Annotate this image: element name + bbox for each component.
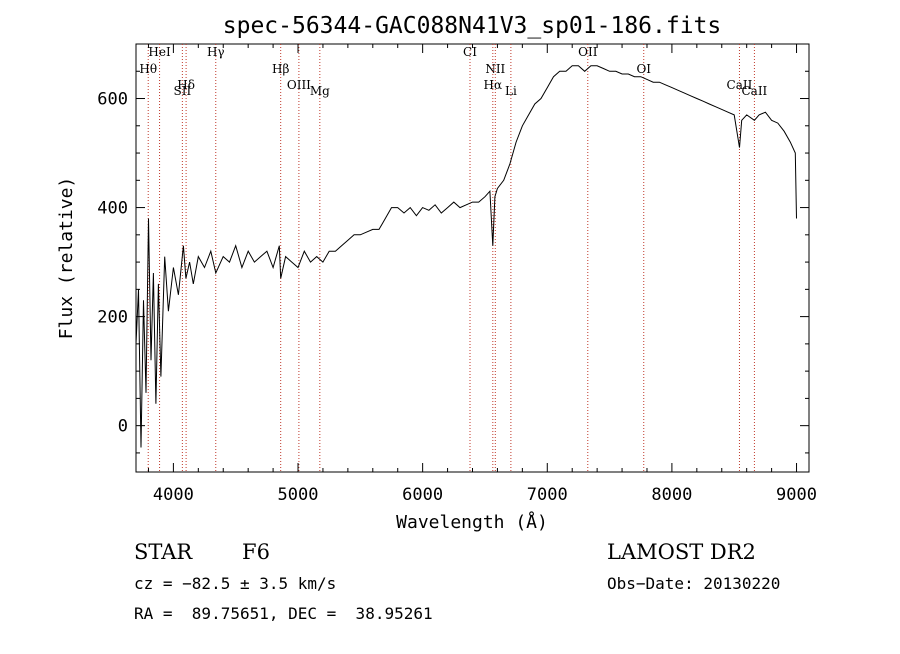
spectral-line-label: Mg [310, 84, 330, 98]
spectral-line-label: HeI [148, 45, 171, 59]
redshift-velocity: cz = −82.5 ± 3.5 km/s [134, 574, 337, 593]
x-tick-label: 9000 [776, 485, 817, 505]
x-tick-label: 7000 [527, 485, 568, 505]
spectral-line-label: Hγ [207, 45, 225, 59]
spectral-line-label: CI [463, 45, 477, 59]
spectral-line-label: CaII [741, 84, 767, 98]
spectral-line-label: NII [485, 62, 505, 76]
observation-date: Obs−Date: 20130220 [607, 574, 781, 593]
spectral-line-label: Hβ [272, 62, 289, 76]
chart-title: spec-56344-GAC088N41V3_sp01-186.fits [223, 13, 722, 39]
x-tick-label: 6000 [402, 485, 443, 505]
spectral-line-label: OI [636, 62, 651, 76]
survey-name: LAMOST DR2 [607, 540, 756, 564]
sky-coordinates: RA = 89.75651, DEC = 38.95261 [134, 604, 433, 623]
spectral-line-label: Hα [484, 78, 503, 92]
y-tick-label: 600 [97, 90, 128, 110]
x-tick-label: 4000 [153, 485, 194, 505]
y-tick-label: 200 [97, 308, 128, 328]
x-tick-label: 5000 [278, 485, 319, 505]
x-tick-label: 8000 [651, 485, 692, 505]
plot-frame [135, 43, 810, 473]
axis-ticks: 4000 5000 6000 7000 8000 9000 0 200 400 600 [97, 43, 817, 505]
spectral-line-label: Li [505, 84, 517, 98]
spectral-line-label: OII [578, 45, 598, 59]
x-axis-label: Wavelength (Å) [396, 511, 548, 533]
spectral-line-label: Hδ [177, 78, 195, 92]
spectral-line-label: OIII [287, 78, 311, 92]
spectral-line-label: CaII [727, 78, 753, 92]
y-axis-label: Flux (relative) [56, 177, 77, 340]
spectrum-line [135, 65, 797, 448]
y-tick-label: 0 [118, 417, 128, 437]
spectral-line-label: SII [174, 84, 192, 98]
spectral-line-label: Hθ [139, 62, 157, 76]
object-subclass: F6 [242, 540, 270, 564]
object-class: STAR [134, 540, 193, 564]
y-tick-label: 400 [97, 199, 128, 219]
